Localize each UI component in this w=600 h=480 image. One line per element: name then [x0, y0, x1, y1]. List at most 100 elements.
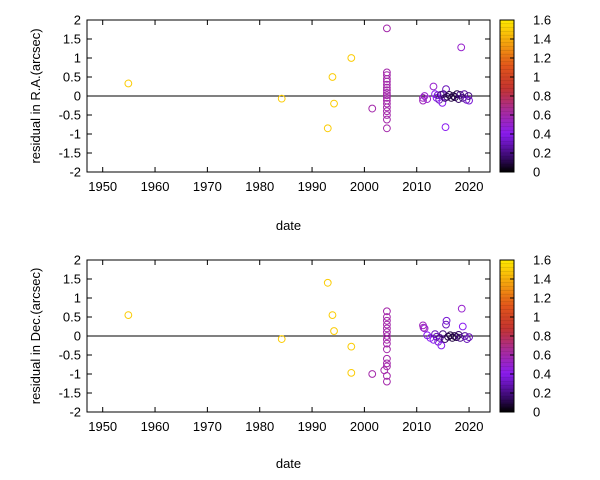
dec-xtick-label: 1950 — [88, 419, 117, 434]
ra-data-point — [382, 107, 391, 116]
dec-colorbar-label: 0.4 — [533, 367, 551, 382]
dec-data-point — [437, 341, 446, 350]
ra-colorbar-label: 0 — [533, 165, 540, 180]
dec-x-axis-title: date — [276, 456, 301, 471]
ra-colorbar-label: 0.6 — [533, 108, 551, 123]
dec-ytick-label: 1.5 — [63, 272, 81, 287]
dec-xtick-label: 2010 — [402, 419, 431, 434]
dec-data-point — [382, 324, 391, 333]
ra-data-point — [419, 96, 427, 105]
dec-data-point — [382, 335, 391, 344]
ra-data-point — [382, 77, 391, 86]
ra-colorbar-label: 0.4 — [533, 127, 551, 142]
ra-xtick-label: 2000 — [350, 179, 379, 194]
ra-ytick-label: 0 — [74, 89, 81, 104]
dec-data-point — [442, 316, 451, 325]
dec-ytick-label: -0.5 — [59, 348, 81, 363]
ra-data-point — [382, 91, 391, 100]
ra-data-point — [423, 95, 432, 103]
dec-colorbar-label: 0.8 — [533, 329, 551, 344]
ra-ytick-label: 1 — [74, 51, 81, 66]
ra-ytick-label: -1.5 — [59, 146, 81, 161]
dec-xtick-label: 1980 — [245, 419, 274, 434]
ra-data-point — [347, 54, 356, 62]
dec-colorbar-label: 1 — [533, 310, 540, 325]
ra-xtick-label: 1980 — [245, 179, 274, 194]
dec-data-point — [382, 372, 391, 380]
ra-xtick-label: 2010 — [402, 179, 431, 194]
dec-data-point — [382, 320, 391, 329]
dec-xtick-label: 2020 — [455, 419, 484, 434]
ra-colorbar-label: 1 — [533, 70, 540, 85]
dec-colorbar-label: 1.4 — [533, 272, 551, 287]
ra-data-point — [382, 86, 391, 95]
ra-data-point — [382, 115, 391, 124]
dec-data-point — [347, 342, 356, 351]
ra-data-point — [465, 96, 473, 105]
ra-xtick-label: 1990 — [298, 179, 327, 194]
dec-data-point — [368, 370, 377, 378]
dec-data-point — [463, 335, 471, 343]
ra-ytick-label: -0.5 — [59, 108, 81, 123]
dec-colorbar-label: 0.2 — [533, 386, 551, 401]
ra-ytick-label: 0.5 — [63, 70, 81, 85]
dec-data-point — [457, 304, 466, 313]
dec-data-point — [330, 327, 338, 335]
ra-data-point — [323, 124, 332, 133]
dec-xtick-label: 1990 — [298, 419, 327, 434]
dec-data-point — [382, 362, 391, 371]
ra-ytick-label: -1 — [69, 127, 81, 142]
ra-data-point — [382, 111, 391, 119]
dec-data-point — [448, 334, 457, 342]
ra-data-point — [382, 89, 391, 97]
ra-data-point — [453, 90, 461, 98]
ra-data-point — [382, 103, 391, 112]
dec-data-point — [382, 345, 391, 354]
ra-data-point — [441, 123, 450, 132]
dec-xtick-label: 2000 — [350, 419, 379, 434]
dec-data-point — [382, 377, 391, 386]
dec-colorbar-label: 1.6 — [533, 253, 551, 268]
dec-data-point — [465, 333, 473, 342]
dec-data-point — [382, 354, 391, 363]
dec-ytick-label: 0.5 — [63, 310, 81, 325]
dec-ytick-label: -2 — [69, 405, 81, 420]
ra-data-point — [447, 94, 456, 102]
ra-data-point — [464, 92, 473, 100]
dec-y-axis-title: residual in Dec.(arcsec) — [28, 268, 43, 405]
dec-ytick-label: -1 — [69, 367, 81, 382]
dec-colorbar-label: 0 — [533, 405, 540, 420]
dec-data-point — [382, 313, 391, 321]
ra-data-point — [382, 24, 391, 33]
ra-residual-panel: -2 -1.5 -1 -0.5 0 0.5 1 1.5 2 1950 1960 1970 1980 199… — [28, 13, 551, 234]
dec-data-point — [452, 333, 461, 342]
dec-colorbar-label: 1.2 — [533, 291, 551, 306]
dec-xtick-label: 1970 — [193, 419, 222, 434]
dec-data-point — [382, 359, 391, 368]
ra-colorbar-label: 1.6 — [533, 13, 551, 28]
ra-data-point — [458, 94, 467, 102]
ra-data-point — [429, 82, 438, 91]
dec-data-point — [419, 323, 428, 332]
dec-data-point — [382, 316, 391, 325]
ra-data-point — [382, 75, 391, 83]
ra-xtick-label: 1960 — [141, 179, 170, 194]
ra-colorbar-label: 0.8 — [533, 89, 551, 104]
ra-data-point — [382, 124, 391, 133]
dec-data-point — [277, 335, 286, 343]
ra-data-point — [454, 95, 463, 103]
ra-data-point — [457, 43, 466, 52]
ra-ytick-label: 1.5 — [63, 32, 81, 47]
dec-data-point — [382, 328, 391, 337]
ra-ytick-label: 2 — [74, 13, 81, 28]
dec-data-point — [382, 339, 391, 348]
dec-residual-panel: -2 -1.5 -1 -0.5 0 0.5 1 1.5 2 1950 1960 1970 1980 199… — [28, 253, 551, 472]
ra-data-point — [277, 94, 286, 103]
ra-data-point — [382, 94, 391, 102]
dec-data-point — [420, 324, 429, 333]
ra-data-point — [382, 80, 391, 89]
ra-ytick-label: -2 — [69, 165, 81, 180]
ra-xtick-label: 1970 — [193, 179, 222, 194]
ra-colorbar-label: 1.4 — [533, 32, 551, 47]
